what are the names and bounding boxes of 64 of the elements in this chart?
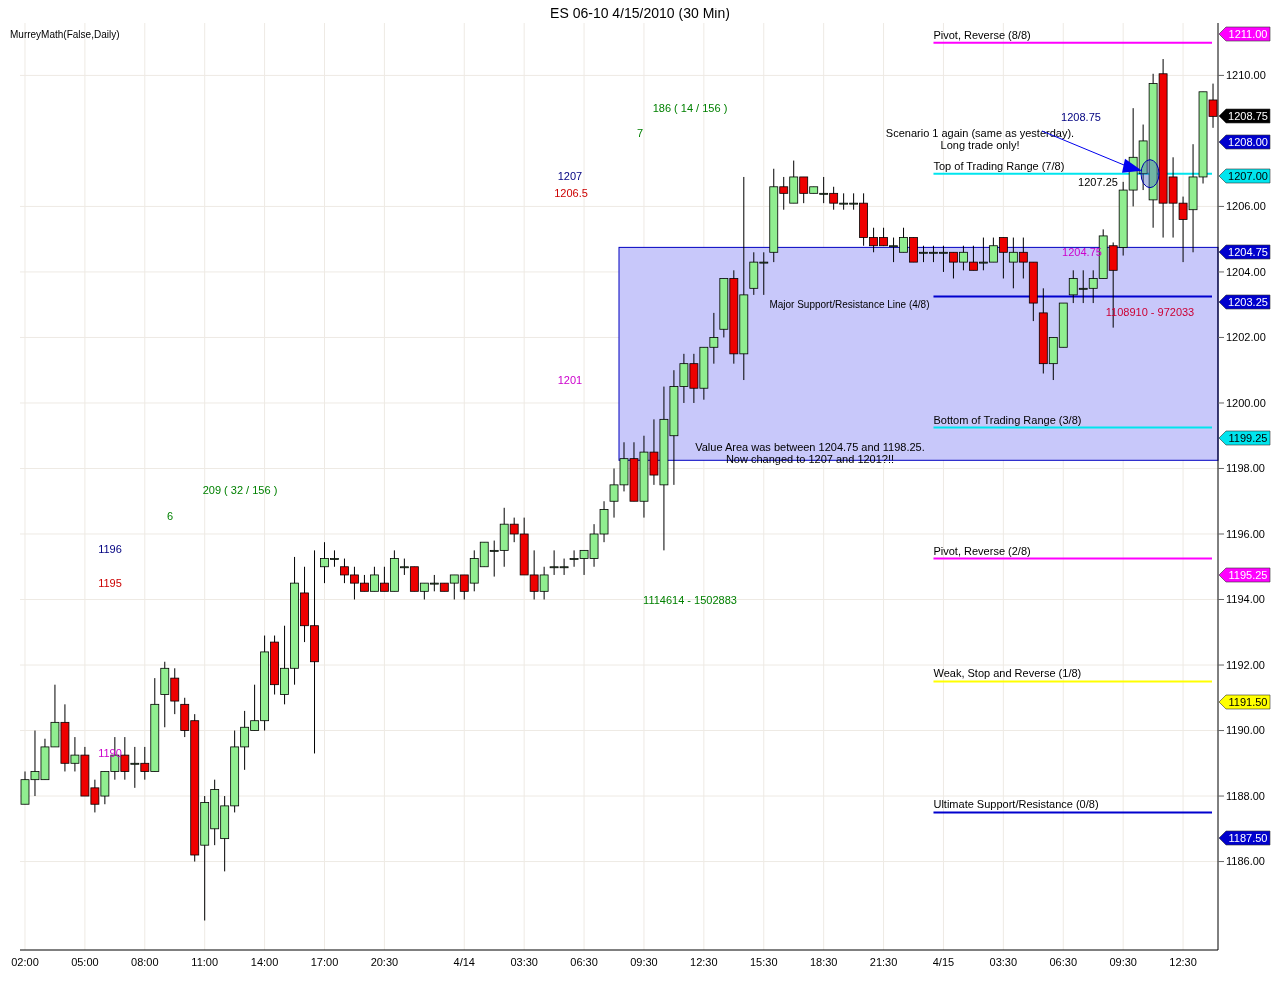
x-tick-label: 20:30 <box>370 955 399 968</box>
annotation: 1201 <box>557 374 583 386</box>
x-tick-label: 4/15 <box>932 955 955 968</box>
x-tick-label: 15:30 <box>749 955 778 968</box>
y-tick-label: 1194.00 <box>1226 593 1265 606</box>
y-tick-label: 1210.00 <box>1226 69 1266 82</box>
annotation: 209 ( 32 / 156 ) <box>202 484 278 496</box>
x-tick-label: 14:00 <box>250 955 279 968</box>
text: 1191.50 <box>1228 696 1268 708</box>
text: 1203.25 <box>1228 296 1268 308</box>
annotation: 1208.75 <box>1061 111 1101 123</box>
annotation: 1196 <box>98 543 122 555</box>
text: 1187.50 <box>1228 832 1268 844</box>
x-tick-label: 4/14 <box>453 955 475 968</box>
text: 1208.00 <box>1228 136 1268 148</box>
x-tick-label: 18:30 <box>809 955 838 968</box>
x-tick-label: 08:00 <box>131 955 159 968</box>
y-tick-label: 1202.00 <box>1226 331 1266 344</box>
x-tick-label: 03:30 <box>510 955 538 968</box>
text: 1195.25 <box>1228 569 1268 581</box>
annotation: 6 <box>166 510 174 522</box>
x-tick-label: 11:00 <box>191 955 219 968</box>
annotation: Scenario 1 again (same as yesterday). Long trade only! <box>885 127 1075 151</box>
text: 1199.25 <box>1228 432 1268 444</box>
ref-line-label: Pivot, Reverse (8/8) <box>933 28 1031 41</box>
text: 1207.00 <box>1228 170 1268 182</box>
x-tick-label: 12:30 <box>690 955 718 968</box>
x-tick-label: 03:30 <box>989 955 1018 968</box>
annotation: 7 <box>636 127 644 139</box>
y-tick-label: 1196.00 <box>1226 527 1265 540</box>
x-tick-label: 21:30 <box>869 955 898 968</box>
y-tick-label: 1204.00 <box>1226 265 1266 278</box>
text: 1204.75 <box>1228 246 1268 258</box>
text: 1208.75 <box>1228 110 1268 122</box>
text: 1211.00 <box>1228 28 1268 40</box>
x-tick-label: 09:30 <box>630 955 658 968</box>
annotation: 1207.25 <box>1078 176 1118 188</box>
ref-line-label: Top of Trading Range (7/8) <box>933 159 1065 172</box>
ref-line-label: Major Support/Resistance Line (4/8) <box>769 298 930 310</box>
y-tick-label: 1200.00 <box>1226 396 1266 409</box>
annotation: 1207 <box>557 170 583 182</box>
annotation: 186 ( 14 / 156 ) <box>652 102 728 114</box>
x-tick-label: 06:30 <box>1049 955 1078 968</box>
x-tick-label: 12:30 <box>1169 955 1197 968</box>
x-tick-label: 06:30 <box>570 955 598 968</box>
x-tick-label: 05:00 <box>71 955 99 968</box>
annotation: MurreyMath(False,Daily) <box>10 29 120 40</box>
ref-line-label: Bottom of Trading Range (3/8) <box>933 413 1082 426</box>
y-tick-label: 1192.00 <box>1226 658 1265 671</box>
ref-line-label: Weak, Stop and Reverse (1/8) <box>933 667 1082 680</box>
annotation: 1114614 - 1502883 <box>643 594 737 606</box>
ref-line-label: Ultimate Support/Resistance (0/8) <box>933 798 1099 811</box>
y-tick-label: 1198.00 <box>1226 462 1265 475</box>
y-tick-label: 1206.00 <box>1226 200 1266 213</box>
annotation: 1195 <box>98 577 122 589</box>
chart-title: ES 06-10 4/15/2010 (30 Min) <box>550 5 730 21</box>
y-tick-label: 1188.00 <box>1226 789 1265 802</box>
ref-line-label: Pivot, Reverse (2/8) <box>933 544 1031 557</box>
x-tick-label: 17:00 <box>310 955 339 968</box>
y-tick-label: 1186.00 <box>1226 855 1265 868</box>
x-tick-label: 02:00 <box>11 955 39 968</box>
x-tick-label: 09:30 <box>1109 955 1137 968</box>
annotation: 1206.5 <box>554 187 588 199</box>
y-tick-label: 1190.00 <box>1226 724 1265 737</box>
